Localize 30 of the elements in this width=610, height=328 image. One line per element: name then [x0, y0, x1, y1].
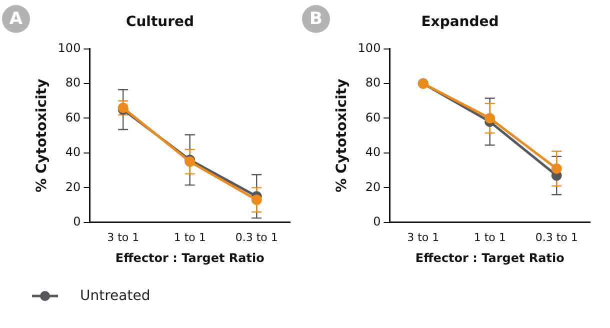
y-tick-label: 80: [65, 76, 81, 90]
y-tick-label: 0: [373, 214, 381, 229]
y-tick-label: 40: [65, 145, 81, 160]
y-tick-label: 60: [65, 110, 81, 124]
y-tick-label: 80: [365, 76, 381, 90]
x-tick-label: 0.3 to 1: [535, 230, 578, 244]
x-tick-label: 0.3 to 1: [235, 230, 278, 244]
y-tick-label: 100: [358, 40, 381, 55]
y-tick-label: 60: [365, 110, 381, 124]
x-tick-label: 1 to 1: [474, 230, 506, 244]
point: [551, 163, 562, 174]
point: [251, 194, 262, 206]
x-tick-label: 1 to 1: [174, 230, 206, 244]
chart-title: Cultured: [126, 14, 194, 30]
x-tick-label: 3 to 1: [107, 230, 140, 244]
x-tick-label: 3 to 1: [407, 230, 440, 244]
point: [484, 112, 496, 124]
text: A: [2, 5, 30, 33]
legend-label: Untreated: [80, 288, 150, 304]
y-tick-label: 40: [365, 145, 381, 160]
y-tick-label: 20: [365, 180, 381, 194]
x-axis-title: Effector : Target Ratio: [415, 250, 564, 265]
y-axis-title: % Cytotoxicity: [34, 78, 50, 192]
y-tick-label: 0: [73, 214, 81, 229]
x-axis-title: Effector : Target Ratio: [115, 250, 264, 265]
y-axis-title: % Cytotoxicity: [334, 78, 350, 192]
text: B: [302, 5, 330, 33]
y-tick-label: 20: [65, 180, 81, 194]
chart-title: Expanded: [421, 14, 499, 30]
y-tick-label: 100: [58, 40, 81, 55]
